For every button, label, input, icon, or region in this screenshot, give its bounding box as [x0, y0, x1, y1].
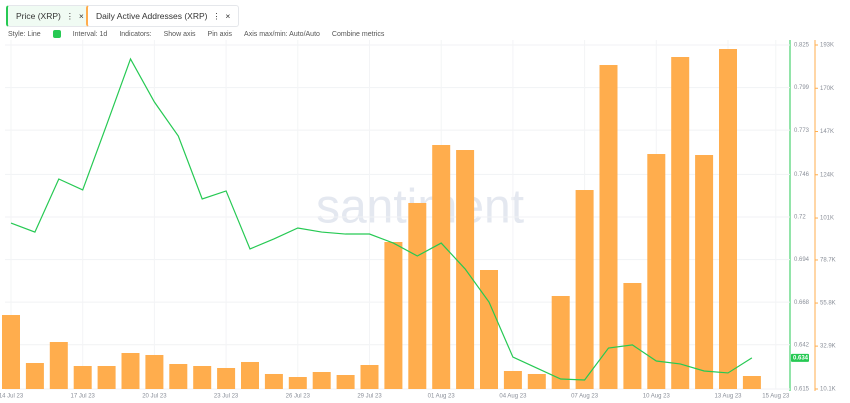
value-badge — [791, 353, 809, 362]
bar — [719, 49, 737, 389]
tab-label: Daily Active Addresses (XRP) — [96, 11, 208, 21]
bar — [2, 315, 20, 389]
y2-tick-label: 101K — [820, 216, 834, 222]
bar — [384, 241, 403, 389]
bar — [503, 371, 522, 389]
y-tick-label: 0.615 — [794, 387, 810, 393]
bar — [264, 373, 283, 389]
y2-tick-label: 147K — [820, 129, 834, 135]
y-tick-label: 0.799 — [794, 85, 810, 91]
x-tick-label: 14 Jul 23 — [0, 394, 24, 400]
bar — [480, 270, 498, 389]
y-tick-label: 0.825 — [794, 43, 810, 49]
x-tick-label: 10 Aug 23 — [643, 394, 671, 400]
bar — [408, 202, 427, 389]
x-tick-label: 07 Aug 23 — [571, 394, 599, 400]
tab[interactable]: Daily Active Addresses (XRP) ⋮ × — [86, 5, 240, 27]
y2-tick-label: 124K — [820, 172, 834, 178]
axis-control[interactable]: Axis max/min: Auto/Auto — [244, 30, 320, 38]
pin-axis-toggle[interactable]: Pin axis — [207, 30, 233, 38]
bar — [742, 376, 761, 389]
bar — [599, 65, 618, 389]
bar — [121, 353, 140, 389]
y-tick-label: 0.72 — [794, 215, 806, 221]
x-tick-label: 15 Aug 23 — [762, 394, 790, 400]
x-tick-label: 13 Aug 23 — [714, 394, 742, 400]
x-tick-label: 29 Jul 23 — [357, 394, 382, 400]
bar — [647, 154, 666, 389]
style-control[interactable]: Style: Line — [8, 30, 41, 38]
y2-tick-label: 193K — [820, 43, 834, 49]
bar — [575, 190, 594, 389]
y-tick-label: 0.746 — [794, 172, 810, 178]
x-tick-label: 17 Jul 23 — [71, 394, 96, 400]
price-line — [10, 57, 753, 381]
y-tick-label: 0.773 — [794, 128, 810, 134]
y-tick-label: 0.642 — [794, 342, 810, 348]
bar — [217, 367, 236, 389]
bar — [360, 365, 379, 389]
bar — [73, 365, 92, 389]
y2-tick-label: 55.8K — [820, 301, 836, 307]
combine-button[interactable]: Combine metrics — [331, 30, 385, 38]
bar — [288, 377, 307, 389]
x-tick-label: 20 Jul 23 — [142, 394, 167, 400]
y2-tick-label: 32.9K — [820, 344, 836, 350]
bar — [695, 155, 714, 389]
bar — [312, 371, 331, 389]
y-tick-label: 0.668 — [794, 300, 810, 306]
bar — [25, 363, 44, 389]
bar — [336, 375, 355, 389]
bar — [456, 150, 475, 389]
bar — [671, 56, 690, 389]
watermark: santiment — [316, 181, 524, 234]
bar — [432, 145, 451, 389]
bar — [145, 354, 164, 389]
y2-tick-label: 10.1K — [820, 387, 836, 393]
bar — [169, 364, 188, 389]
x-tick-label: 01 Aug 23 — [428, 394, 456, 400]
bar — [49, 341, 68, 389]
tab[interactable]: Price (XRP) ⋮ × — [6, 5, 93, 27]
y-tick-label: 0.694 — [794, 257, 810, 263]
x-tick-label: 26 Jul 23 — [286, 394, 311, 400]
y2-tick-label: 170K — [820, 86, 834, 92]
x-tick-label: 04 Aug 23 — [499, 394, 527, 400]
y2-tick-label: 78.7K — [820, 258, 836, 264]
bar — [623, 282, 642, 389]
bar — [97, 365, 116, 389]
interval-control[interactable]: Interval: 1d — [72, 30, 108, 38]
x-tick-label: 23 Jul 23 — [214, 394, 239, 400]
bar — [527, 373, 546, 389]
color-control[interactable] — [52, 30, 61, 38]
show-axis-toggle[interactable]: Show axis — [163, 30, 196, 38]
bar — [193, 365, 212, 389]
bar — [551, 295, 570, 389]
bar — [241, 361, 259, 389]
indicators-control[interactable]: Indicators: — [119, 30, 152, 38]
toolbar: Style: Line Interval: 1d Indicators: Sho… — [8, 28, 384, 40]
tab-label: Price (XRP) — [16, 11, 61, 21]
value-label: 0.634 — [793, 355, 809, 361]
